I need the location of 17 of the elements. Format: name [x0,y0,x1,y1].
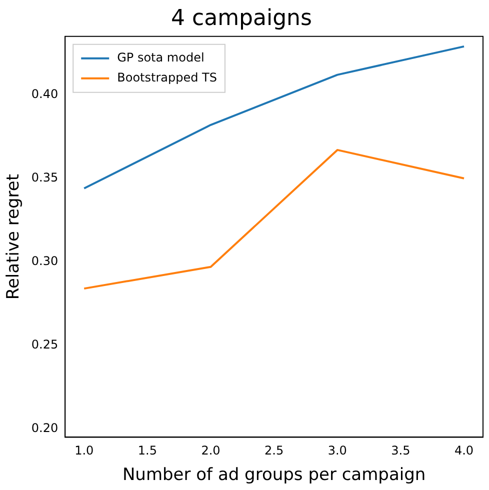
y-tick-label: 0.30 [31,254,58,268]
legend-label: GP sota model [117,50,204,65]
x-tick-label: 3.0 [328,444,347,458]
legend-label: Bootstrapped TS [117,70,217,85]
y-tick-label: 0.40 [31,86,58,101]
chart-title: 4 campaigns [171,6,312,31]
y-tick-label: 0.20 [31,420,58,435]
x-tick-label: 1.0 [74,444,94,458]
x-tick-label: 2.0 [201,444,220,458]
x-tick-label: 3.5 [391,444,410,458]
x-tick-label: 2.5 [264,444,284,458]
y-tick-label: 0.25 [31,337,58,352]
y-axis-title: Relative regret [4,174,24,300]
x-axis-title: Number of ad groups per campaign [122,465,426,486]
x-tick-label: 4.0 [454,444,474,458]
x-tick-label: 1.5 [138,444,157,458]
y-tick-label: 0.35 [31,170,58,184]
